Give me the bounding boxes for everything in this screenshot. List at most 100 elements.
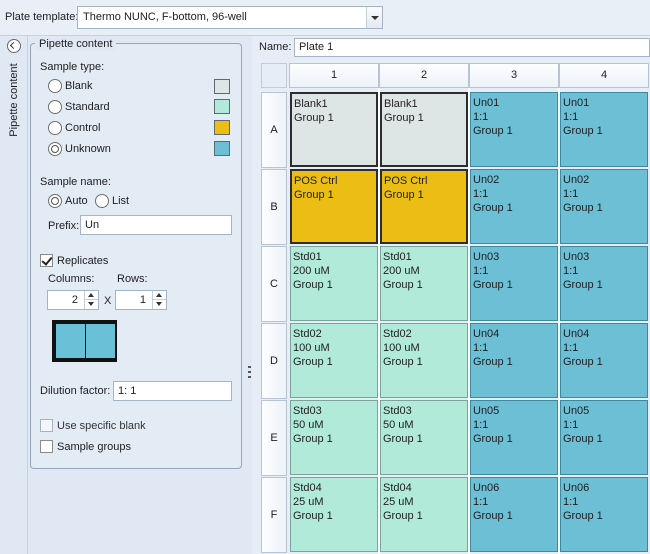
radio-standard[interactable] (48, 100, 62, 114)
well-text-line: Group 1 (383, 510, 423, 522)
well-text-line: Un01 (563, 97, 590, 109)
well-text-line: 50 uM (293, 419, 324, 431)
well-a2[interactable]: Blank1 Group 1 (380, 92, 468, 167)
replicates-checkbox[interactable] (40, 254, 53, 267)
well-text-line: Un02 (473, 174, 500, 186)
sample-groups-label: Sample groups (57, 441, 131, 453)
radio-control[interactable] (48, 121, 62, 135)
well-text-line: 200 uM (383, 265, 420, 277)
well-text-line: Un01 (473, 97, 500, 109)
well-text-line: Un05 (563, 405, 590, 417)
pipette-content-side-tab[interactable]: Pipette content (0, 36, 28, 554)
use-specific-blank-checkbox[interactable] (40, 419, 53, 432)
radio-auto[interactable] (48, 194, 62, 208)
well-text-line: Group 1 (563, 125, 603, 137)
sample-groups-checkbox[interactable] (40, 440, 53, 453)
blank-color-swatch (214, 79, 230, 94)
well-text-line: Std02 (293, 328, 322, 340)
well-c3[interactable]: Un03 1:1 Group 1 (470, 246, 558, 321)
well-b4[interactable]: Un02 1:1 Group 1 (560, 169, 648, 244)
well-text-line: Un03 (563, 251, 590, 263)
dilution-factor-input[interactable]: 1: 1 (113, 381, 232, 401)
radio-blank[interactable] (48, 79, 62, 93)
well-text-line: 1:1 (473, 265, 489, 277)
well-d4[interactable]: Un04 1:1 Group 1 (560, 323, 648, 398)
well-text-line: 25 uM (383, 496, 414, 508)
well-e2[interactable]: Std03 50 uM Group 1 (380, 400, 468, 475)
well-a4[interactable]: Un01 1:1 Group 1 (560, 92, 648, 167)
columns-stepper[interactable]: 2 (47, 290, 99, 310)
well-text-line: 1:1 (473, 111, 489, 123)
well-text-line: Group 1 (384, 189, 424, 201)
well-d2[interactable]: Std02 100 uM Group 1 (380, 323, 468, 398)
well-text-line: Group 1 (563, 202, 603, 214)
well-text-line: Group 1 (384, 112, 424, 124)
well-text-line: Blank1 (384, 98, 418, 110)
replicate-preview-cell (56, 324, 85, 358)
column-header-1[interactable]: 1 (289, 63, 379, 88)
plate-name-label: Name: (259, 41, 292, 53)
columns-up-icon[interactable] (84, 291, 98, 300)
well-text-line: POS Ctrl (294, 175, 338, 187)
column-header-3[interactable]: 3 (469, 63, 559, 88)
well-text-line: 100 uM (293, 342, 330, 354)
well-text-line: Std01 (293, 251, 322, 263)
well-c2[interactable]: Std01 200 uM Group 1 (380, 246, 468, 321)
collapse-left-icon[interactable] (7, 39, 21, 53)
plate-name-input[interactable]: Plate 1 (294, 38, 650, 57)
well-text-line: Group 1 (563, 279, 603, 291)
well-text-line: Group 1 (383, 433, 423, 445)
grid-corner[interactable] (261, 63, 287, 88)
radio-control-label: Control (65, 122, 101, 134)
row-header-c[interactable]: C (261, 246, 287, 322)
plate-template-dropdown[interactable]: Thermo NUNC, F-bottom, 96-well (77, 6, 383, 29)
prefix-label: Prefix: (48, 220, 80, 232)
radio-standard-label: Standard (65, 101, 110, 113)
row-header-d[interactable]: D (261, 323, 287, 399)
row-header-f[interactable]: F (261, 477, 287, 553)
rows-stepper[interactable]: 1 (115, 290, 167, 310)
well-text-line: 50 uM (383, 419, 414, 431)
well-f2[interactable]: Std04 25 uM Group 1 (380, 477, 468, 552)
well-text-line: Group 1 (473, 202, 513, 214)
chevron-down-icon[interactable] (366, 7, 382, 28)
well-b2[interactable]: POS Ctrl Group 1 (380, 169, 468, 244)
well-e3[interactable]: Un05 1:1 Group 1 (470, 400, 558, 475)
well-e1[interactable]: Std03 50 uM Group 1 (290, 400, 378, 475)
well-f3[interactable]: Un06 1:1 Group 1 (470, 477, 558, 552)
well-a3[interactable]: Un01 1:1 Group 1 (470, 92, 558, 167)
rows-down-icon[interactable] (152, 300, 166, 309)
rows-up-icon[interactable] (152, 291, 166, 300)
columns-down-icon[interactable] (84, 300, 98, 309)
well-text-line: Std02 (383, 328, 412, 340)
radio-list[interactable] (95, 194, 109, 208)
sample-type-label: Sample type: (40, 61, 105, 73)
unknown-color-swatch (214, 141, 230, 156)
plate-template-label: Plate template: (5, 11, 79, 23)
row-header-a[interactable]: A (261, 92, 287, 168)
column-header-2[interactable]: 2 (379, 63, 469, 88)
well-text-line: Group 1 (383, 279, 423, 291)
row-header-e[interactable]: E (261, 400, 287, 476)
well-text-line: 1:1 (563, 419, 579, 431)
well-b1[interactable]: POS Ctrl Group 1 (290, 169, 378, 244)
columns-label: Columns: (48, 273, 95, 285)
well-text-line: Un04 (473, 328, 500, 340)
well-d1[interactable]: Std02 100 uM Group 1 (290, 323, 378, 398)
well-f1[interactable]: Std04 25 uM Group 1 (290, 477, 378, 552)
splitter-grip-icon[interactable] (248, 366, 251, 380)
sample-name-label: Sample name: (40, 176, 111, 188)
well-f4[interactable]: Un06 1:1 Group 1 (560, 477, 648, 552)
prefix-input[interactable]: Un (80, 215, 232, 235)
well-text-line: Group 1 (473, 356, 513, 368)
well-b3[interactable]: Un02 1:1 Group 1 (470, 169, 558, 244)
well-c1[interactable]: Std01 200 uM Group 1 (290, 246, 378, 321)
multiply-label: X (104, 295, 112, 307)
radio-unknown[interactable] (48, 142, 62, 156)
well-e4[interactable]: Un05 1:1 Group 1 (560, 400, 648, 475)
well-a1[interactable]: Blank1 Group 1 (290, 92, 378, 167)
column-header-4[interactable]: 4 (559, 63, 649, 88)
well-d3[interactable]: Un04 1:1 Group 1 (470, 323, 558, 398)
well-c4[interactable]: Un03 1:1 Group 1 (560, 246, 648, 321)
row-header-b[interactable]: B (261, 169, 287, 245)
